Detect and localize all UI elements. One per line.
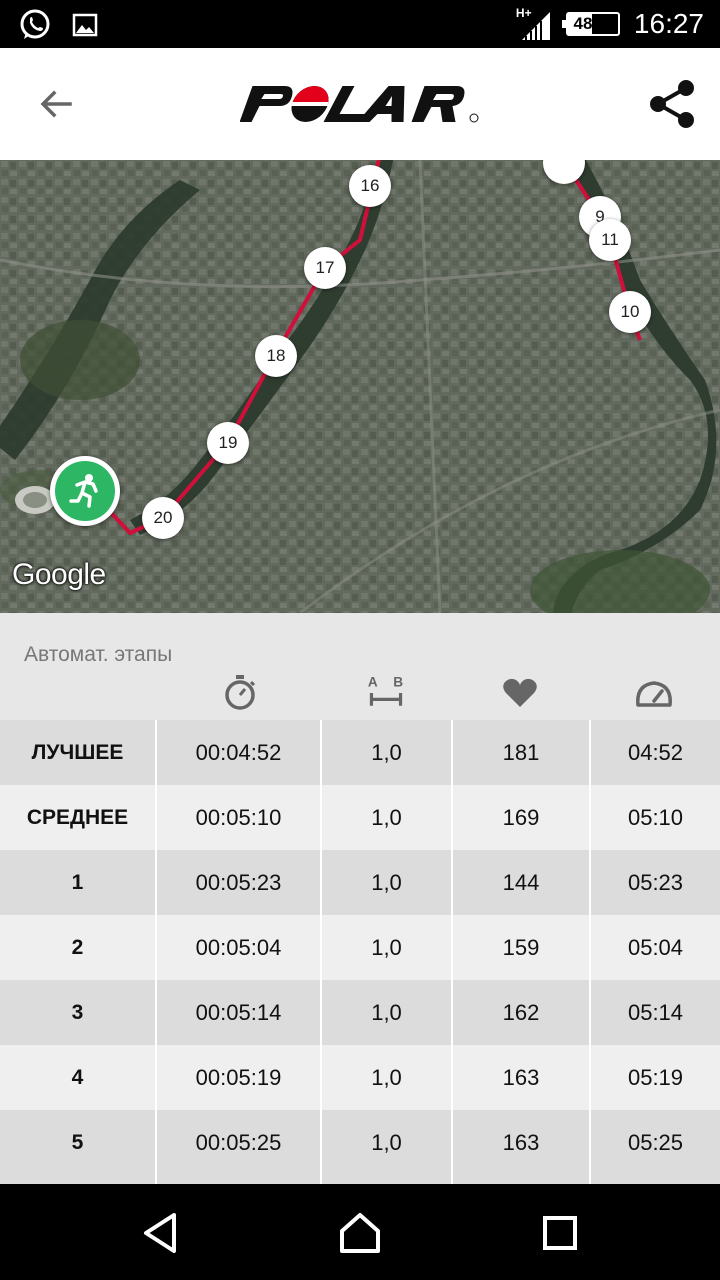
lap-time: 00:05:23	[157, 850, 322, 915]
arrow-left-icon	[40, 90, 72, 118]
lap-heart-rate: 169	[453, 785, 591, 850]
lap-marker-17[interactable]: 17	[304, 247, 346, 289]
polar-logo	[239, 80, 480, 128]
lap-marker-18[interactable]: 18	[255, 335, 297, 377]
lap-label: 2	[0, 915, 157, 980]
recents-icon	[543, 1216, 577, 1250]
nav-home-button[interactable]	[333, 1206, 387, 1260]
laps-title: Автомат. этапы	[24, 643, 173, 666]
lap-time: 00:05:10	[157, 785, 322, 850]
lap-heart-rate: 144	[453, 850, 591, 915]
app-bar	[0, 48, 720, 160]
empty-cell	[591, 1175, 720, 1184]
lap-pace: 05:25	[627, 1129, 684, 1155]
lap-distance: 1,0	[322, 1045, 453, 1110]
lap-marker-10[interactable]: 10	[609, 291, 651, 333]
column-header: A B	[0, 671, 720, 719]
lap-pace: 05:23	[627, 869, 684, 895]
table-row[interactable]: СРЕДНЕЕ 00:05:10 1,0 169 05:10	[0, 785, 720, 850]
lap-pace: 05:19	[627, 1064, 684, 1090]
table-row[interactable]: 2 00:05:04 1,0 159 05:04	[0, 915, 720, 980]
lap-distance: 1,0	[322, 850, 453, 915]
table-row[interactable]	[0, 1175, 720, 1184]
lap-label: 5	[0, 1110, 157, 1175]
laps-table: ЛУЧШЕЕ 00:04:52 1,0 181 04:52 СРЕДНЕЕ 00:05:10…	[0, 720, 720, 1184]
lap-marker-20[interactable]: 20	[142, 497, 184, 539]
empty-cell	[0, 1175, 157, 1184]
lap-time: 00:05:25	[157, 1110, 322, 1175]
lap-time: 00:05:14	[157, 980, 322, 1045]
lap-distance: 1,0	[322, 785, 453, 850]
lap-label: 3	[0, 980, 157, 1045]
battery-percent: 48 %	[573, 14, 613, 33]
svg-text:B: B	[393, 675, 403, 690]
empty-cell	[453, 1175, 591, 1184]
table-row[interactable]: 5 00:05:25 1,0 163 05:25	[0, 1110, 720, 1175]
lap-distance: 1,0	[322, 915, 453, 980]
lap-heart-rate: 163	[453, 1045, 591, 1110]
lap-label: ЛУЧШЕЕ	[0, 720, 157, 785]
start-marker[interactable]	[50, 456, 120, 526]
lap-distance: 1,0	[322, 980, 453, 1045]
lap-pace: 05:10	[627, 804, 684, 830]
lap-distance: 1,0	[322, 1110, 453, 1175]
lap-distance: 1,0	[322, 720, 453, 785]
battery-icon: 48 %	[561, 12, 620, 36]
lap-heart-rate: 162	[453, 980, 591, 1045]
clock: 16:27	[633, 8, 704, 39]
lap-heart-rate: 181	[453, 720, 591, 785]
table-row[interactable]: 1 00:05:23 1,0 144 05:23	[0, 850, 720, 915]
table-row[interactable]: 3 00:05:14 1,0 162 05:14	[0, 980, 720, 1045]
table-row[interactable]: 4 00:05:19 1,0 163 05:19	[0, 1045, 720, 1110]
runner-icon	[69, 474, 98, 508]
gallery-icon	[72, 12, 98, 43]
status-bar: H+ 48 % 16:27	[0, 0, 720, 48]
nav-back-button[interactable]	[133, 1206, 187, 1260]
lap-marker-19[interactable]: 19	[207, 422, 249, 464]
nav-recents-button[interactable]	[533, 1206, 587, 1260]
lap-label: СРЕДНЕЕ	[0, 785, 157, 850]
back-button[interactable]	[30, 78, 82, 130]
stopwatch-icon	[220, 671, 260, 715]
share-icon	[650, 80, 694, 128]
lap-label: 4	[0, 1045, 157, 1110]
speedometer-icon	[634, 671, 674, 715]
network-type: H+	[515, 6, 532, 20]
home-icon	[340, 1213, 380, 1253]
lap-pace: 04:52	[627, 739, 684, 765]
svg-text:A: A	[368, 675, 378, 690]
table-row[interactable]: ЛУЧШЕЕ 00:04:52 1,0 181 04:52	[0, 720, 720, 785]
lap-label: 1	[0, 850, 157, 915]
route-map[interactable]: 16 17 18 19 20 9 11 10 Google	[0, 160, 720, 613]
lap-heart-rate: 159	[453, 915, 591, 980]
lap-marker-11[interactable]: 11	[589, 219, 631, 261]
lap-pace: 05:04	[627, 934, 684, 960]
whatsapp-icon	[18, 8, 52, 47]
empty-cell	[322, 1175, 453, 1184]
back-triangle-icon	[144, 1213, 176, 1253]
lap-marker-16[interactable]: 16	[349, 165, 391, 207]
signal-icon: H+	[516, 6, 552, 42]
google-attribution: Google	[12, 558, 106, 591]
empty-cell	[157, 1175, 322, 1184]
lap-time: 00:05:19	[157, 1045, 322, 1110]
navigation-bar	[0, 1184, 720, 1280]
lap-pace: 05:14	[627, 999, 684, 1025]
auto-laps-section: Автомат. этапы A B	[0, 613, 720, 1184]
lap-heart-rate: 163	[453, 1110, 591, 1175]
lap-time: 00:05:04	[157, 915, 322, 980]
distance-icon: A B	[366, 671, 406, 715]
lap-time: 00:04:52	[157, 720, 322, 785]
heart-icon	[500, 671, 540, 715]
share-button[interactable]	[644, 76, 700, 132]
